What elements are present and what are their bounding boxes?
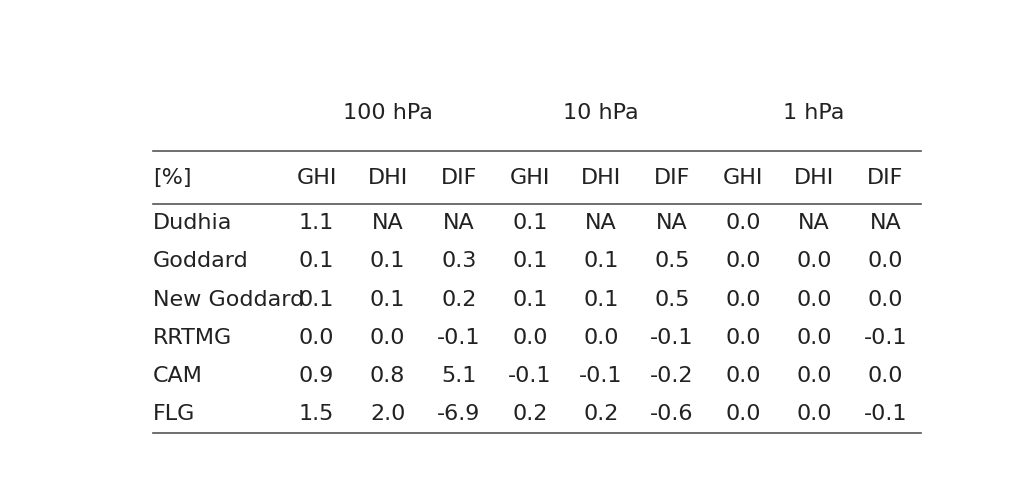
Text: 0.1: 0.1 bbox=[512, 251, 548, 271]
Text: 1.5: 1.5 bbox=[299, 404, 334, 424]
Text: DIF: DIF bbox=[654, 167, 690, 188]
Text: 0.1: 0.1 bbox=[369, 251, 406, 271]
Text: NA: NA bbox=[799, 213, 830, 233]
Text: 0.0: 0.0 bbox=[725, 404, 761, 424]
Text: -0.1: -0.1 bbox=[579, 366, 622, 386]
Text: NA: NA bbox=[372, 213, 404, 233]
Text: 0.0: 0.0 bbox=[512, 328, 548, 347]
Text: NA: NA bbox=[656, 213, 688, 233]
Text: 0.0: 0.0 bbox=[868, 290, 903, 309]
Text: 5.1: 5.1 bbox=[441, 366, 477, 386]
Text: 2.0: 2.0 bbox=[369, 404, 406, 424]
Text: 0.9: 0.9 bbox=[299, 366, 334, 386]
Text: GHI: GHI bbox=[510, 167, 550, 188]
Text: -0.1: -0.1 bbox=[650, 328, 694, 347]
Text: 0.1: 0.1 bbox=[299, 290, 334, 309]
Text: DHI: DHI bbox=[367, 167, 408, 188]
Text: 0.1: 0.1 bbox=[512, 213, 548, 233]
Text: NA: NA bbox=[585, 213, 617, 233]
Text: DHI: DHI bbox=[794, 167, 834, 188]
Text: 0.1: 0.1 bbox=[512, 290, 548, 309]
Text: GHI: GHI bbox=[296, 167, 336, 188]
Text: DIF: DIF bbox=[441, 167, 477, 188]
Text: 1.1: 1.1 bbox=[299, 213, 334, 233]
Text: 0.0: 0.0 bbox=[868, 251, 903, 271]
Text: 0.0: 0.0 bbox=[369, 328, 406, 347]
Text: 0.5: 0.5 bbox=[654, 251, 689, 271]
Text: 0.0: 0.0 bbox=[725, 213, 761, 233]
Text: DHI: DHI bbox=[581, 167, 621, 188]
Text: 0.5: 0.5 bbox=[654, 290, 689, 309]
Text: CAM: CAM bbox=[153, 366, 203, 386]
Text: New Goddard: New Goddard bbox=[153, 290, 304, 309]
Text: -0.1: -0.1 bbox=[864, 404, 907, 424]
Text: 0.0: 0.0 bbox=[725, 290, 761, 309]
Text: -0.6: -0.6 bbox=[650, 404, 694, 424]
Text: 0.3: 0.3 bbox=[441, 251, 477, 271]
Text: 0.2: 0.2 bbox=[512, 404, 548, 424]
Text: 0.0: 0.0 bbox=[797, 366, 832, 386]
Text: 0.8: 0.8 bbox=[369, 366, 406, 386]
Text: 0.0: 0.0 bbox=[797, 404, 832, 424]
Text: Dudhia: Dudhia bbox=[153, 213, 232, 233]
Text: -0.1: -0.1 bbox=[437, 328, 481, 347]
Text: 0.0: 0.0 bbox=[797, 328, 832, 347]
Text: 0.0: 0.0 bbox=[583, 328, 618, 347]
Text: 1 hPa: 1 hPa bbox=[783, 103, 845, 123]
Text: [%]: [%] bbox=[153, 167, 192, 188]
Text: 0.0: 0.0 bbox=[725, 328, 761, 347]
Text: NA: NA bbox=[443, 213, 475, 233]
Text: DIF: DIF bbox=[867, 167, 903, 188]
Text: 100 hPa: 100 hPa bbox=[343, 103, 432, 123]
Text: 0.1: 0.1 bbox=[299, 251, 334, 271]
Text: FLG: FLG bbox=[153, 404, 195, 424]
Text: RRTMG: RRTMG bbox=[153, 328, 232, 347]
Text: 0.0: 0.0 bbox=[868, 366, 903, 386]
Text: GHI: GHI bbox=[722, 167, 764, 188]
Text: -0.1: -0.1 bbox=[864, 328, 907, 347]
Text: 0.0: 0.0 bbox=[797, 290, 832, 309]
Text: NA: NA bbox=[869, 213, 901, 233]
Text: 0.2: 0.2 bbox=[441, 290, 477, 309]
Text: 0.0: 0.0 bbox=[797, 251, 832, 271]
Text: 0.1: 0.1 bbox=[369, 290, 406, 309]
Text: Goddard: Goddard bbox=[153, 251, 249, 271]
Text: 0.0: 0.0 bbox=[725, 366, 761, 386]
Text: 0.1: 0.1 bbox=[583, 251, 618, 271]
Text: -6.9: -6.9 bbox=[437, 404, 480, 424]
Text: 0.0: 0.0 bbox=[725, 251, 761, 271]
Text: -0.2: -0.2 bbox=[650, 366, 694, 386]
Text: 0.2: 0.2 bbox=[583, 404, 618, 424]
Text: 0.1: 0.1 bbox=[583, 290, 618, 309]
Text: -0.1: -0.1 bbox=[508, 366, 551, 386]
Text: 0.0: 0.0 bbox=[298, 328, 334, 347]
Text: 10 hPa: 10 hPa bbox=[563, 103, 639, 123]
